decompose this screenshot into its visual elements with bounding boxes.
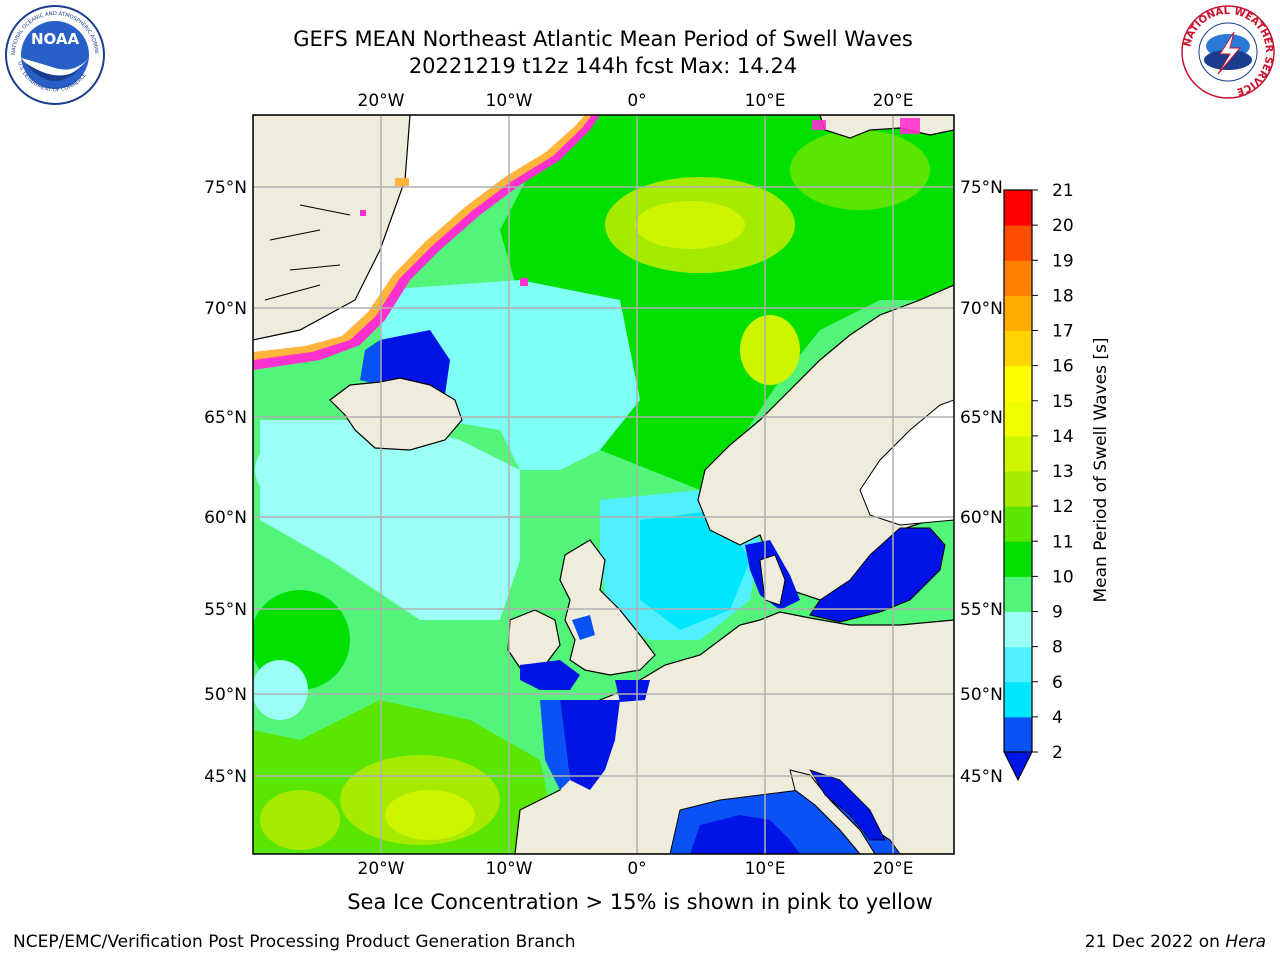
colorbar-swatch bbox=[1004, 611, 1032, 648]
footer-credit: NCEP/EMC/Verification Post Processing Pr… bbox=[13, 932, 576, 952]
colorbar-swatch bbox=[1004, 365, 1032, 402]
colorbar-tick-label: 6 bbox=[1052, 673, 1063, 693]
colorbar-tick-label: 11 bbox=[1052, 532, 1074, 552]
lon-label-bottom: 0° bbox=[627, 859, 646, 879]
colorbar-tick-label: 2 bbox=[1052, 743, 1063, 763]
colorbar-swatch bbox=[1004, 681, 1032, 718]
lat-label-left: 65°N bbox=[204, 408, 247, 428]
colorbar-swatch bbox=[1004, 541, 1032, 577]
colorbar-swatch bbox=[1004, 330, 1032, 367]
lat-label-left: 50°N bbox=[204, 685, 247, 705]
noaa-logo-text: NOAA bbox=[31, 30, 80, 48]
footer-date: 21 Dec 2022 on Hera bbox=[1085, 932, 1266, 952]
lat-label-right: 70°N bbox=[960, 299, 1003, 319]
colorbar-under-arrow bbox=[1003, 751, 1033, 782]
colorbar-tick-label: 10 bbox=[1052, 567, 1074, 587]
colorbar-swatch bbox=[1004, 471, 1032, 507]
colorbar-tick-label: 21 bbox=[1052, 181, 1074, 201]
colorbar-swatch bbox=[1004, 225, 1032, 261]
colorbar-tick-label: 14 bbox=[1052, 427, 1074, 447]
colorbar-swatch bbox=[1004, 646, 1032, 683]
swell-field bbox=[253, 115, 954, 854]
footer-date-text: 21 Dec 2022 on bbox=[1084, 932, 1226, 952]
lat-label-left: 60°N bbox=[204, 508, 247, 528]
lon-label-bottom: 10°E bbox=[745, 859, 786, 879]
lat-label-left: 75°N bbox=[204, 178, 247, 198]
lat-label-right: 75°N bbox=[960, 178, 1003, 198]
colorbar-tick-label: 12 bbox=[1052, 497, 1074, 517]
greenland bbox=[253, 115, 600, 370]
colorbar-tick-label: 9 bbox=[1052, 603, 1063, 623]
baltic-sea bbox=[809, 527, 946, 623]
lat-label-left: 55°N bbox=[204, 600, 247, 620]
lat-label-right: 55°N bbox=[960, 600, 1003, 620]
lon-label-bottom: 10°W bbox=[486, 859, 533, 879]
lat-label-right: 65°N bbox=[960, 408, 1003, 428]
colorbar-swatch bbox=[1004, 295, 1032, 331]
iceland bbox=[329, 377, 463, 451]
graticule bbox=[253, 115, 954, 854]
colorbar-tick-label: 20 bbox=[1052, 216, 1074, 236]
map-area bbox=[253, 115, 954, 854]
lon-label-top: 10°W bbox=[486, 91, 533, 111]
colorbar-tick-label: 19 bbox=[1052, 251, 1074, 271]
lon-label-top: 20°W bbox=[358, 91, 405, 111]
colorbar-swatch bbox=[1004, 400, 1032, 437]
colorbar-label: Mean Period of Swell Waves [s] bbox=[1091, 338, 1111, 603]
lat-label-right: 50°N bbox=[960, 685, 1003, 705]
colorbar: 2 4 6 8 9 10 11 12 13 14 15 16 17 18 19 20 21 bbox=[1003, 181, 1074, 782]
sea-ice-note: Sea Ice Concentration > 15% is shown in … bbox=[347, 890, 933, 914]
colorbar-tick-label: 15 bbox=[1052, 392, 1074, 412]
lon-label-bottom: 20°E bbox=[873, 859, 914, 879]
colorbar-swatch bbox=[1004, 716, 1032, 753]
colorbar-tick-label: 4 bbox=[1052, 708, 1063, 728]
lat-label-right: 45°N bbox=[960, 767, 1003, 787]
colorbar-swatch bbox=[1004, 190, 1032, 226]
colorbar-swatch bbox=[1004, 576, 1032, 612]
lat-label-right: 60°N bbox=[960, 508, 1003, 528]
map-title: GEFS MEAN Northeast Atlantic Mean Period… bbox=[293, 27, 913, 51]
lon-label-bottom: 20°W bbox=[358, 859, 405, 879]
colorbar-tick-label: 17 bbox=[1052, 322, 1074, 342]
lat-label-left: 45°N bbox=[204, 767, 247, 787]
nws-logo: NATIONAL WEATHER SERVICE bbox=[1181, 5, 1275, 99]
colorbar-tick-label: 13 bbox=[1052, 462, 1074, 482]
colorbar-swatch bbox=[1004, 260, 1032, 296]
ireland bbox=[507, 609, 561, 669]
lat-label-left: 70°N bbox=[204, 299, 247, 319]
map-subtitle: 20221219 t12z 144h fcst Max: 14.24 bbox=[408, 54, 798, 78]
colorbar-tick-label: 18 bbox=[1052, 286, 1074, 306]
noaa-logo: NOAA NATIONAL OCEANIC AND ATMOSPHERIC AD… bbox=[4, 4, 105, 105]
colorbar-swatch bbox=[1004, 506, 1032, 542]
lon-label-top: 20°E bbox=[873, 91, 914, 111]
map-frame bbox=[252, 114, 955, 855]
footer-host: Hera bbox=[1225, 932, 1266, 952]
colorbar-tick-label: 16 bbox=[1052, 357, 1074, 377]
colorbar-swatch bbox=[1004, 435, 1032, 472]
colorbar-tick-label: 8 bbox=[1052, 638, 1063, 658]
great-britain bbox=[559, 539, 656, 676]
lon-label-top: 10°E bbox=[745, 91, 786, 111]
lon-label-top: 0° bbox=[627, 91, 646, 111]
